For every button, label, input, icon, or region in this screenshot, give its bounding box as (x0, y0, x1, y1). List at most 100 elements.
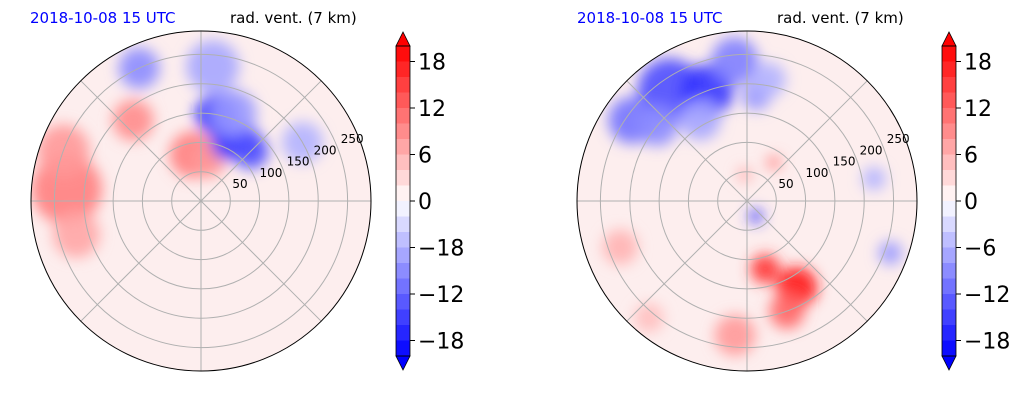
radial-tick-label: 50 (778, 177, 793, 191)
colorbar-segment (396, 139, 410, 155)
colorbar-segment (942, 309, 956, 326)
colorbar-tick-label: 6 (418, 144, 432, 169)
velocity-cell (53, 211, 100, 258)
colorbar-segment (396, 216, 410, 233)
velocity-cell (748, 209, 763, 224)
azimuth-spoke (746, 200, 868, 322)
colorbar-extend-max (941, 31, 957, 47)
velocity-cell (634, 303, 664, 333)
radial-tick-label: 150 (833, 155, 856, 169)
colorbar: 18 12 6 0 −18 −12 −18 (395, 31, 464, 371)
colorbar-tick-label: 18 (964, 51, 992, 76)
radial-tick-label: 250 (887, 132, 910, 146)
colorbar-segment (396, 108, 410, 124)
colorbar-segment (396, 61, 410, 78)
colorbar-extend-max (395, 31, 411, 47)
colorbar-segment (942, 325, 956, 341)
colorbar-extend-min (941, 355, 957, 371)
colorbar-segment (396, 170, 410, 186)
colorbar-segment (942, 263, 956, 279)
velocity-cell (750, 254, 780, 284)
colorbar-segment (396, 309, 410, 326)
colorbar-segment (942, 92, 956, 109)
colorbar-segment (942, 123, 956, 140)
velocity-cell (112, 99, 154, 141)
colorbar-segment (942, 294, 956, 310)
colorbar-segment (396, 232, 410, 248)
colorbar-tick-label: 12 (964, 97, 992, 122)
colorbar-segment (942, 77, 956, 93)
radial-tick-label: 50 (232, 177, 247, 191)
azimuth-spoke (626, 80, 748, 202)
colorbar-segment (942, 46, 956, 62)
colorbar-segment (396, 92, 410, 109)
colorbar-segment (942, 201, 956, 217)
velocity-cell (750, 62, 787, 98)
colorbar-segment (396, 278, 410, 295)
variable-label: rad. vent. (7 km) (230, 9, 357, 27)
colorbar-segment (942, 154, 956, 171)
colorbar-segment (942, 278, 956, 295)
colorbar-segment (942, 139, 956, 155)
colorbar-tick-label: 6 (964, 144, 978, 169)
colorbar-segment (396, 247, 410, 264)
velocity-cell (714, 314, 756, 356)
colorbar-segment (942, 340, 956, 357)
azimuth-spoke (80, 80, 202, 202)
polar-frame (576, 30, 918, 372)
date-label: 2018-10-08 15 UTC (577, 9, 723, 27)
colorbar-segment (396, 123, 410, 140)
colorbar-segment (396, 77, 410, 93)
colorbar-tick-label: −6 (964, 237, 996, 262)
colorbar-segment (942, 170, 956, 186)
velocity-field (602, 37, 902, 356)
radial-tick-label: 200 (314, 143, 337, 157)
colorbar-segment (396, 325, 410, 341)
colorbar-segment (396, 185, 410, 202)
velocity-cell (766, 155, 781, 170)
radial-tick-label: 250 (341, 132, 364, 146)
velocity-cell (186, 40, 240, 94)
radial-tick-label: 150 (287, 155, 310, 169)
polar-frame (30, 30, 372, 372)
colorbar-segment (396, 294, 410, 310)
velocity-cell (737, 167, 752, 182)
velocity-cell (679, 99, 721, 141)
colorbar-extend-min (395, 355, 411, 371)
colorbar-segment (942, 247, 956, 264)
colorbar: 18 12 6 0 −6 −12 −18 (941, 31, 1010, 371)
colorbar-segment (396, 154, 410, 171)
colorbar-segment (942, 61, 956, 78)
azimuth-spoke (200, 200, 322, 322)
colorbar-tick-label: −12 (964, 283, 1010, 308)
date-label: 2018-10-08 15 UTC (30, 9, 176, 27)
radial-tick-label: 100 (260, 166, 283, 180)
velocity-cell (878, 241, 902, 265)
azimuth-spoke (80, 200, 202, 322)
colorbar-segment (396, 46, 410, 62)
azimuth-spoke (200, 80, 322, 202)
colorbar-segment (942, 216, 956, 233)
variable-label: rad. vent. (7 km) (777, 9, 904, 27)
radial-tick-label: 200 (860, 143, 883, 157)
velocity-cell (209, 89, 257, 137)
colorbar-tick-label: −12 (418, 283, 464, 308)
colorbar-tick-label: 0 (418, 190, 432, 215)
colorbar-tick-label: −18 (418, 237, 464, 262)
colorbar-tick-label: 18 (418, 51, 446, 76)
colorbar-tick-label: −18 (964, 330, 1010, 355)
colorbar-tick-label: 0 (964, 190, 978, 215)
colorbar-segment (942, 185, 956, 202)
velocity-cell (711, 37, 759, 85)
radial-tick-label: 100 (806, 166, 829, 180)
colorbar-segment (396, 201, 410, 217)
colorbar-tick-label: 12 (418, 97, 446, 122)
velocity-cell (862, 166, 886, 191)
azimuth-spoke (626, 200, 748, 322)
colorbar-segment (942, 232, 956, 248)
colorbar-segment (396, 263, 410, 279)
azimuth-spoke (746, 80, 868, 202)
colorbar-segment (942, 108, 956, 124)
polar-panel-left: 50 100 150 200 250 2018-10-08 15 UTC rad. vent… (30, 9, 464, 372)
